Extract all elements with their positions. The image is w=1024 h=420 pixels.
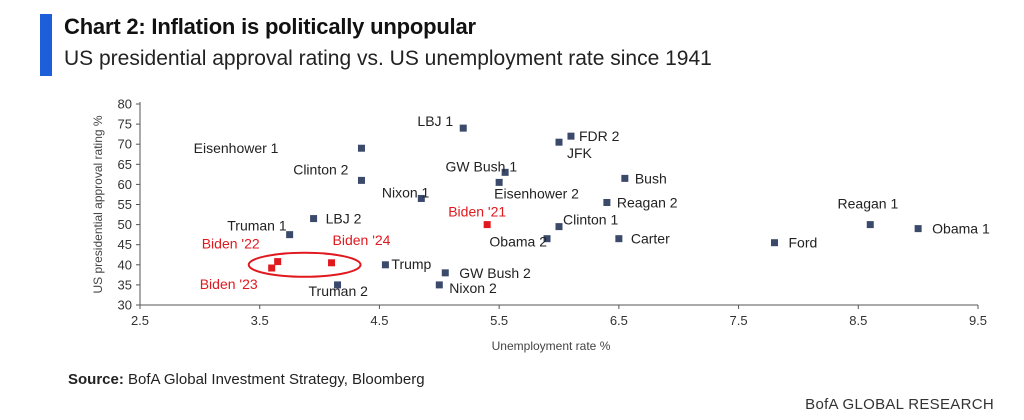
x-tick-label: 8.5 xyxy=(849,313,867,328)
axes: 30 35 40 45 50 55 60 65 70 75 80 2.5 3.5 4.5 5.5 6.5 7.5… xyxy=(91,97,987,354)
label-lbj-1: LBJ 1 xyxy=(417,113,453,129)
label-lbj-2: LBJ 2 xyxy=(326,211,362,227)
point-nixon-2 xyxy=(435,281,443,289)
point-biden-22 xyxy=(274,258,282,266)
point-biden-21 xyxy=(483,221,491,229)
y-tick-label: 30 xyxy=(118,298,132,313)
label-reagan-1: Reagan 1 xyxy=(838,196,899,212)
y-axis-title: US presidential approval rating % xyxy=(91,115,105,293)
point-clinton-1 xyxy=(555,223,563,231)
label-nixon-1: Nixon 1 xyxy=(382,184,430,200)
point-biden-23 xyxy=(268,264,276,272)
label-gw-bush-2: GW Bush 2 xyxy=(459,265,531,281)
y-tick-label: 70 xyxy=(118,137,132,152)
point-nixon-1 xyxy=(417,194,425,202)
point-reagan-1 xyxy=(866,221,874,229)
label-ford: Ford xyxy=(788,235,817,251)
point-lbj-1 xyxy=(459,124,467,132)
y-tick-label: 55 xyxy=(118,197,132,212)
point-truman-1 xyxy=(286,231,294,239)
label-biden-22: Biden '22 xyxy=(202,236,260,252)
point-fdr-2 xyxy=(567,132,575,140)
label-clinton-1: Clinton 1 xyxy=(563,212,618,228)
point-gw-bush-2 xyxy=(441,269,449,277)
point-trump xyxy=(381,261,389,269)
label-gw-bush-1: GW Bush 1 xyxy=(446,158,518,174)
x-tick-label: 5.5 xyxy=(490,313,508,328)
point-obama-2 xyxy=(543,235,551,243)
x-tick-label: 7.5 xyxy=(730,313,748,328)
x-tick-label: 9.5 xyxy=(969,313,987,328)
point-lbj-2 xyxy=(310,215,318,223)
point-bush xyxy=(621,174,629,182)
source-text: BofA Global Investment Strategy, Bloombe… xyxy=(128,371,425,388)
label-nixon-2: Nixon 2 xyxy=(449,280,497,296)
chart-title: Chart 2: Inflation is politically unpopu… xyxy=(64,14,476,39)
accent-bar xyxy=(40,14,52,76)
point-clinton-2 xyxy=(357,176,365,184)
label-fdr-2: FDR 2 xyxy=(579,128,620,144)
label-biden-23: Biden '23 xyxy=(200,276,258,292)
y-tick-label: 60 xyxy=(118,177,132,192)
label-bush: Bush xyxy=(635,170,667,186)
x-tick-label: 6.5 xyxy=(610,313,628,328)
source-label: Source: xyxy=(68,371,124,388)
point-biden-24 xyxy=(328,259,336,267)
label-jfk: JFK xyxy=(567,145,593,161)
label-trump: Trump xyxy=(391,256,431,272)
label-biden-21: Biden '21 xyxy=(448,204,506,220)
chart-marks xyxy=(268,124,922,289)
y-tick-label: 75 xyxy=(118,117,132,132)
point-truman-2 xyxy=(334,281,342,289)
x-tick-label: 4.5 xyxy=(370,313,388,328)
y-tick-label: 45 xyxy=(118,237,132,252)
label-eisenhower-2: Eisenhower 2 xyxy=(494,185,579,201)
label-biden-24: Biden '24 xyxy=(333,232,391,248)
brand-footer: BofA GLOBAL RESEARCH xyxy=(805,396,994,413)
x-tick-label: 2.5 xyxy=(131,313,149,328)
point-carter xyxy=(615,235,623,243)
chart-subtitle: US presidential approval rating vs. US u… xyxy=(64,47,712,70)
point-gw-bush-1 xyxy=(501,168,509,176)
point-eisenhower-1 xyxy=(357,144,365,152)
point-jfk xyxy=(555,138,563,146)
point-reagan-2 xyxy=(603,198,611,206)
y-tick-label: 80 xyxy=(118,97,132,112)
x-axis-title: Unemployment rate % xyxy=(492,339,611,353)
label-obama-2: Obama 2 xyxy=(489,234,547,250)
label-truman-1: Truman 1 xyxy=(227,218,287,234)
point-obama-1 xyxy=(914,225,922,233)
biden-highlight-ellipse xyxy=(247,251,362,278)
label-obama-1: Obama 1 xyxy=(932,221,990,237)
point-eisenhower-2 xyxy=(495,178,503,186)
x-tick-label: 3.5 xyxy=(251,313,269,328)
source-note: Source: BofA Global Investment Strategy,… xyxy=(68,371,425,388)
y-tick-label: 50 xyxy=(118,217,132,232)
y-tick-label: 35 xyxy=(118,277,132,292)
label-reagan-2: Reagan 2 xyxy=(617,194,678,210)
y-tick-label: 65 xyxy=(118,157,132,172)
point-ford xyxy=(770,239,778,247)
label-eisenhower-1: Eisenhower 1 xyxy=(194,140,279,156)
label-carter: Carter xyxy=(631,231,670,247)
y-tick-label: 40 xyxy=(118,257,132,272)
label-clinton-2: Clinton 2 xyxy=(293,161,348,177)
label-truman-2: Truman 2 xyxy=(309,283,369,299)
